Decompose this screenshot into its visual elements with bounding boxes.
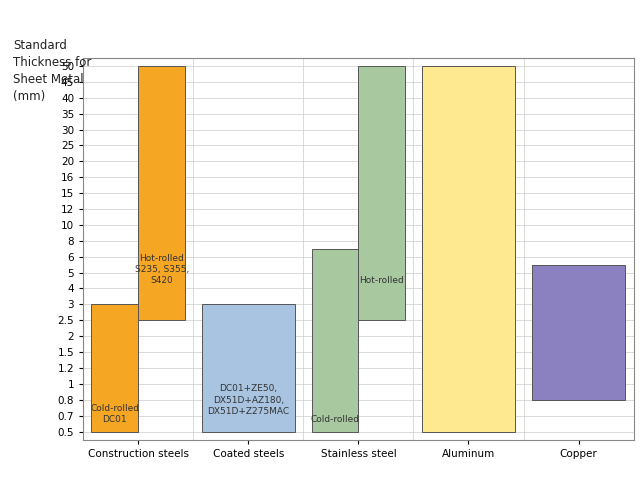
Text: Cold-rolled: Cold-rolled	[310, 414, 360, 424]
FancyBboxPatch shape	[138, 66, 185, 320]
Text: Hot-rolled
S235, S355,
S420: Hot-rolled S235, S355, S420	[134, 254, 189, 285]
FancyBboxPatch shape	[202, 304, 295, 432]
Text: Hot-rolled: Hot-rolled	[360, 276, 404, 285]
Text: Cold-rolled
DC01: Cold-rolled DC01	[90, 403, 140, 424]
FancyBboxPatch shape	[532, 265, 625, 400]
FancyBboxPatch shape	[358, 66, 405, 320]
FancyBboxPatch shape	[92, 304, 138, 432]
Text: Standard
Thickness for
Sheet Metal
(mm): Standard Thickness for Sheet Metal (mm)	[13, 39, 91, 103]
FancyBboxPatch shape	[312, 249, 358, 432]
FancyBboxPatch shape	[422, 66, 515, 432]
Text: DC01+ZE50,
DX51D+AZ180,
DX51D+Z275MAC: DC01+ZE50, DX51D+AZ180, DX51D+Z275MAC	[207, 384, 289, 416]
